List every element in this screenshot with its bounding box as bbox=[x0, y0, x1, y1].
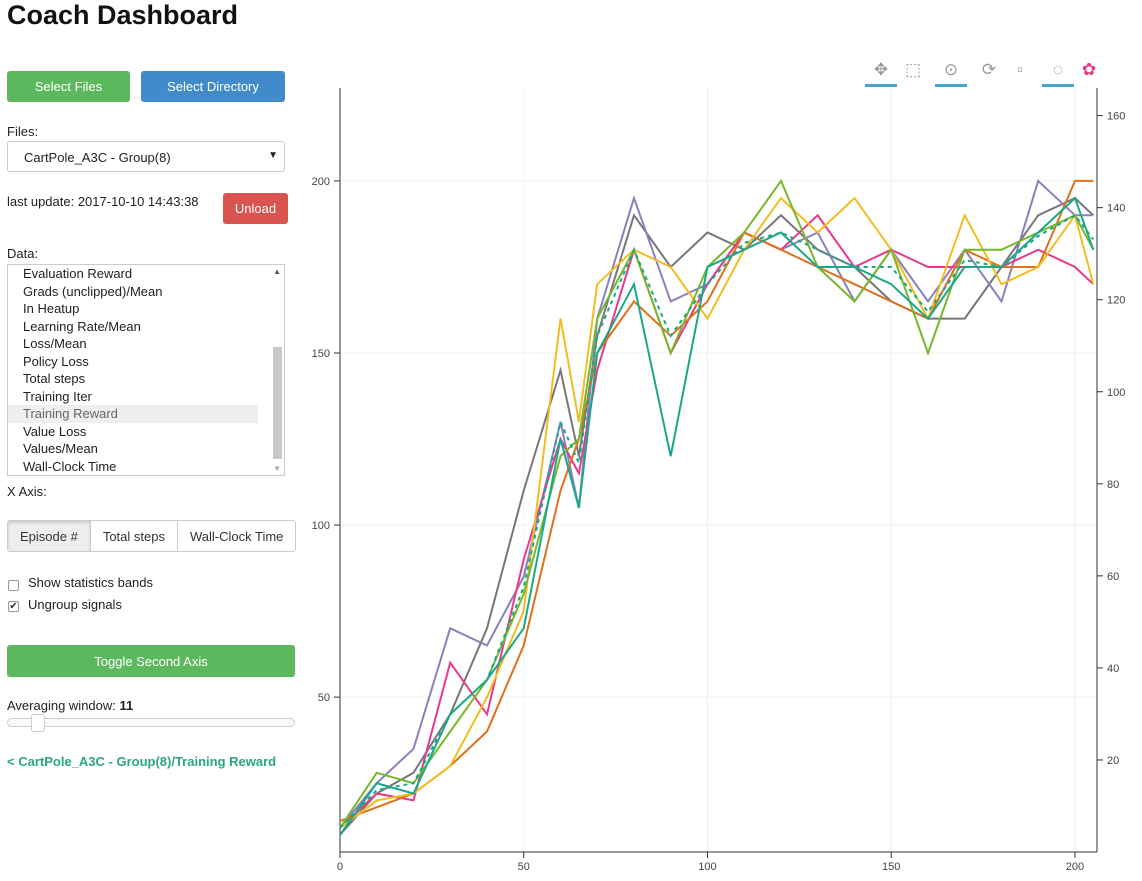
y2-tick-label: 160 bbox=[1107, 111, 1125, 123]
reset-icon[interactable]: ⟳ bbox=[981, 60, 997, 79]
x-tick-label: 200 bbox=[1066, 861, 1084, 873]
ungroup-signals-label: Ungroup signals bbox=[28, 597, 122, 612]
x-axis-selector: Episode # Total steps Wall-Clock Time bbox=[7, 520, 297, 552]
ungroup-signals-checkbox[interactable]: ✔ bbox=[8, 601, 19, 612]
data-list-item[interactable]: Total steps bbox=[23, 371, 86, 386]
y2-tick-label: 80 bbox=[1107, 479, 1119, 491]
data-list-item[interactable]: Learning Rate/Mean bbox=[23, 318, 141, 334]
unload-button[interactable]: Unload bbox=[223, 193, 288, 224]
y2-tick-label: 20 bbox=[1107, 755, 1119, 767]
y2-tick-label: 40 bbox=[1107, 663, 1119, 675]
x-tick-label: 100 bbox=[698, 861, 716, 873]
statistics-bands-label: Show statistics bands bbox=[28, 575, 154, 590]
y2-tick-label: 60 bbox=[1107, 571, 1119, 583]
averaging-value: 11 bbox=[119, 698, 134, 713]
x-tick-label: 50 bbox=[518, 861, 530, 873]
data-list-item[interactable]: Values/Mean bbox=[23, 441, 98, 456]
scrollbar[interactable] bbox=[273, 347, 282, 459]
dropdown-arrow-icon: ▼ bbox=[268, 150, 278, 161]
x-axis-option-episode[interactable]: Episode # bbox=[8, 521, 91, 551]
data-list-item[interactable]: Wall-Clock Time bbox=[23, 458, 117, 474]
data-listbox[interactable]: Evaluation Reward Grads (unclipped)/Mean I… bbox=[7, 264, 285, 476]
x-axis-option-total-steps[interactable]: Total steps bbox=[91, 521, 178, 551]
x-axis-label: X Axis: bbox=[7, 484, 47, 499]
data-list-item[interactable]: Training Reward bbox=[8, 405, 258, 423]
y-tick-label: 200 bbox=[312, 176, 330, 188]
data-label: Data: bbox=[7, 246, 39, 261]
wheel-zoom-icon[interactable]: ⊙ bbox=[935, 60, 967, 87]
page-title: Coach Dashboard bbox=[7, 0, 239, 30]
x-tick-label: 0 bbox=[337, 861, 343, 873]
series-line bbox=[339, 178, 1095, 829]
data-list-item[interactable]: Policy Loss bbox=[23, 353, 89, 369]
toggle-second-axis-button[interactable]: Toggle Second Axis bbox=[7, 645, 295, 677]
select-directory-button[interactable]: Select Directory bbox=[141, 71, 285, 102]
pan-icon[interactable]: ✥ bbox=[865, 60, 897, 87]
series-line bbox=[339, 179, 1094, 822]
box-zoom-icon[interactable]: ⬚ bbox=[904, 60, 922, 79]
x-tick-label: 150 bbox=[882, 861, 900, 873]
signal-link[interactable]: < CartPole_A3C - Group(8)/Training Rewar… bbox=[7, 754, 277, 769]
averaging-label: Averaging window: bbox=[7, 698, 116, 713]
x-axis-option-wall-clock[interactable]: Wall-Clock Time bbox=[189, 528, 284, 544]
files-selected: CartPole_A3C - Group(8) bbox=[24, 150, 171, 165]
y2-tick-label: 120 bbox=[1107, 295, 1125, 307]
data-list-item[interactable]: Training Iter bbox=[23, 388, 92, 404]
files-label: Files: bbox=[7, 124, 39, 139]
hover-icon[interactable]: ◌ bbox=[1042, 60, 1074, 87]
statistics-bands-checkbox[interactable] bbox=[8, 580, 19, 591]
bokeh-logo[interactable]: ✿ bbox=[1081, 60, 1097, 79]
y-tick-label: 100 bbox=[312, 520, 330, 532]
data-list-item[interactable]: Grads (unclipped)/Mean bbox=[23, 283, 163, 299]
files-select[interactable]: CartPole_A3C - Group(8) ▼ bbox=[7, 141, 285, 172]
series-line bbox=[339, 213, 1094, 829]
save-icon[interactable]: ▫ bbox=[1016, 60, 1024, 79]
y2-tick-label: 100 bbox=[1107, 387, 1125, 399]
data-list-item[interactable]: In Heatup bbox=[23, 301, 80, 316]
series-line bbox=[339, 196, 1094, 836]
data-list-item[interactable]: Evaluation Reward bbox=[23, 266, 133, 281]
last-update: last update: 2017-10-10 14:43:38 bbox=[7, 194, 199, 209]
y2-tick-label: 140 bbox=[1107, 203, 1125, 215]
slider-handle[interactable] bbox=[31, 714, 45, 732]
series-line bbox=[339, 214, 1095, 829]
scroll-down-icon[interactable]: ▼ bbox=[273, 464, 281, 473]
y-tick-label: 150 bbox=[312, 348, 330, 360]
data-list-item[interactable]: Loss/Mean bbox=[23, 336, 87, 351]
select-files-button[interactable]: Select Files bbox=[7, 71, 130, 102]
averaging-slider[interactable] bbox=[7, 714, 295, 732]
data-list-item[interactable]: Value Loss bbox=[23, 423, 87, 439]
scroll-up-icon[interactable]: ▲ bbox=[273, 267, 281, 276]
series-line bbox=[339, 196, 1095, 829]
series-line bbox=[339, 196, 1095, 836]
series-line bbox=[339, 179, 1094, 829]
y-tick-label: 50 bbox=[318, 692, 330, 704]
